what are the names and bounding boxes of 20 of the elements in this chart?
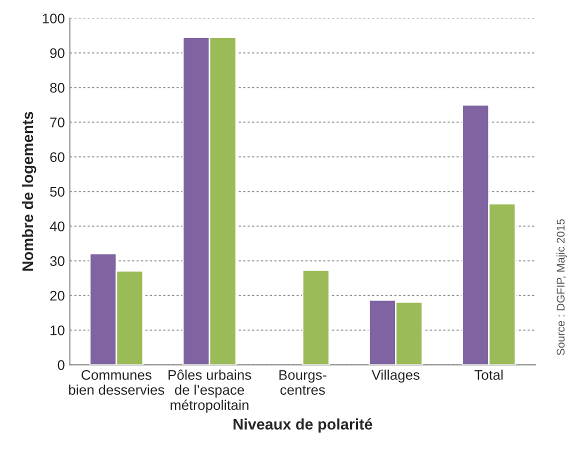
y-tick-label: 50: [50, 186, 64, 197]
x-axis-title: Niveaux de polarité: [234, 418, 372, 433]
y-tick-label: 0: [58, 360, 64, 370]
y-tick-label: 40: [50, 222, 64, 232]
y-axis-title: Nombre de logements: [22, 112, 36, 271]
y-tick-label: 80: [50, 82, 64, 93]
source-note: Source : DGFIP, Majic 2015: [556, 219, 567, 356]
y-tick-label: 30: [50, 256, 64, 266]
y-tick-label: 90: [50, 48, 64, 58]
x-tick-label: Total: [474, 370, 503, 380]
y-tick-label: 60: [50, 152, 64, 162]
y-tick-label: 20: [50, 290, 64, 301]
y-tick-label: 100: [42, 14, 64, 24]
x-tick-label: Villages: [372, 370, 420, 383]
x-tick-label: Communes bien desservies: [69, 370, 164, 395]
x-tick-label: Bourgs- centres: [279, 370, 326, 395]
y-tick-label: 10: [50, 325, 64, 336]
bar: [302, 269, 330, 365]
y-tick-label: 70: [50, 118, 64, 128]
x-tick-label: Pôles urbains de l’espace métropolitain: [168, 370, 252, 413]
